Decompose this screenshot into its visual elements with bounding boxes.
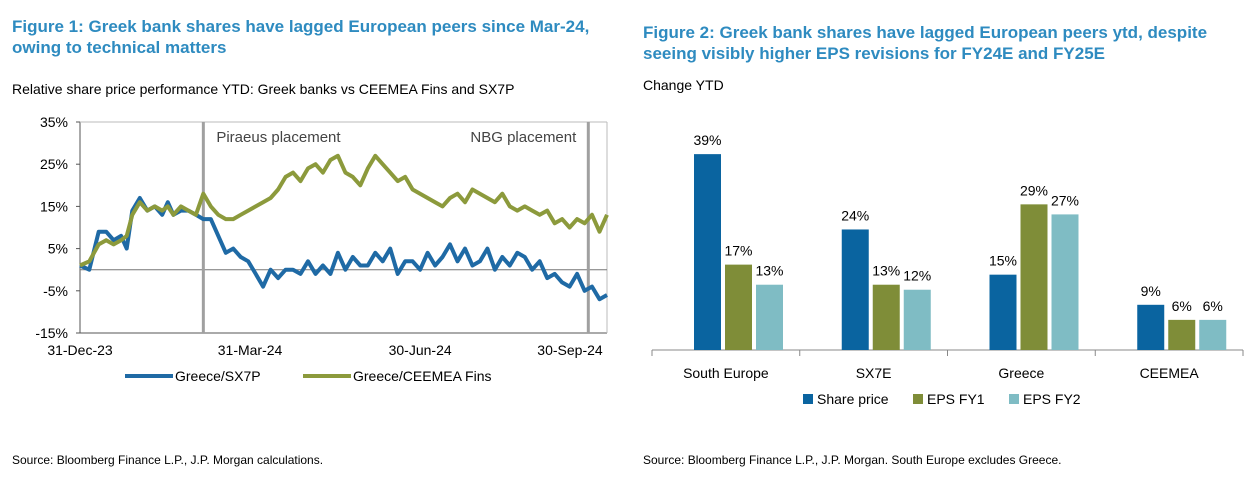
y-tick-label: 15% xyxy=(40,198,68,214)
bar-eps-fy1 xyxy=(1168,319,1196,350)
fig1-title-line1: Figure 1: Greek bank shares have lagged … xyxy=(12,17,590,36)
bar-eps-fy2 xyxy=(903,289,931,350)
x-tick-label: 31-Dec-23 xyxy=(47,342,113,358)
bar-eps-fy1 xyxy=(1020,204,1048,350)
y-tick-label: 5% xyxy=(48,241,68,257)
bar-value-label: 27% xyxy=(1051,192,1079,208)
y-tick-label: -15% xyxy=(35,325,68,341)
fig1-line-chart: 35% 25% 15% 5% -5% -15%31-Dec-23 31-Mar-24 30-J… xyxy=(35,114,609,384)
bar-value-label: 6% xyxy=(1172,298,1192,314)
bar-value-label: 15% xyxy=(989,253,1017,269)
series-line-greece-sx7p xyxy=(79,196,608,302)
x-tick-label: 30-Jun-24 xyxy=(389,342,452,358)
category-label: SX7E xyxy=(856,365,892,381)
bar-eps-fy2 xyxy=(1051,214,1079,350)
placement-annotation: NBG placement xyxy=(470,129,577,146)
legend-swatch xyxy=(803,394,813,404)
bar-eps-fy2 xyxy=(1199,319,1227,350)
bar-eps-fy2 xyxy=(756,284,783,350)
category-label: Greece xyxy=(998,365,1044,381)
bar-share-price xyxy=(1137,304,1165,350)
legend-swatch xyxy=(913,394,923,404)
bar-share-price xyxy=(694,154,721,350)
fig1-title: Figure 1: Greek bank shares have lagged … xyxy=(12,16,589,58)
y-tick-label: 35% xyxy=(40,114,68,130)
fig1-subtitle: Relative share price performance YTD: Gr… xyxy=(12,81,515,97)
legend-label: Greece/SX7P xyxy=(175,368,261,384)
legend-label: EPS FY2 xyxy=(1023,391,1081,407)
legend-label: EPS FY1 xyxy=(927,391,985,407)
y-tick-label: -5% xyxy=(43,283,68,299)
x-tick-label: 31-Mar-24 xyxy=(218,342,283,358)
legend-swatch xyxy=(1009,394,1019,404)
bar-value-label: 12% xyxy=(903,268,931,284)
bar-value-label: 13% xyxy=(755,263,783,279)
fig2-title-line2: seeing visibly higher EPS revisions for … xyxy=(643,44,1105,63)
fig1-title-line2: owing to technical matters xyxy=(12,38,227,57)
fig1-source: Source: Bloomberg Finance L.P., J.P. Mor… xyxy=(12,453,324,467)
bar-value-label: 24% xyxy=(841,207,869,223)
category-label: South Europe xyxy=(683,365,769,381)
fig2-subtitle: Change YTD xyxy=(643,77,724,93)
legend-label: Greece/CEEMEA Fins xyxy=(353,368,492,384)
bar-value-label: 9% xyxy=(1141,283,1161,299)
legend-label: Share price xyxy=(817,391,889,407)
bar-value-label: 29% xyxy=(1020,182,1048,198)
bar-share-price xyxy=(989,274,1017,350)
fig2-source: Source: Bloomberg Finance L.P., J.P. Mor… xyxy=(643,453,1062,467)
bar-value-label: 6% xyxy=(1203,298,1223,314)
x-tick-label: 30-Sep-24 xyxy=(537,342,603,358)
bar-value-label: 17% xyxy=(724,243,752,259)
y-tick-label: 25% xyxy=(40,156,68,172)
bar-eps-fy1 xyxy=(725,264,752,350)
bar-value-label: 39% xyxy=(693,132,721,148)
bar-value-label: 13% xyxy=(872,263,900,279)
category-label: CEEMEA xyxy=(1140,365,1200,381)
bar-share-price xyxy=(841,229,869,350)
placement-annotation: Piraeus placement xyxy=(216,129,341,146)
bar-eps-fy1 xyxy=(872,284,900,350)
fig2-title: Figure 2: Greek bank shares have lagged … xyxy=(643,22,1207,64)
fig2-title-line1: Figure 2: Greek bank shares have lagged … xyxy=(643,23,1208,42)
series-line-greece-ceemea xyxy=(79,153,609,268)
